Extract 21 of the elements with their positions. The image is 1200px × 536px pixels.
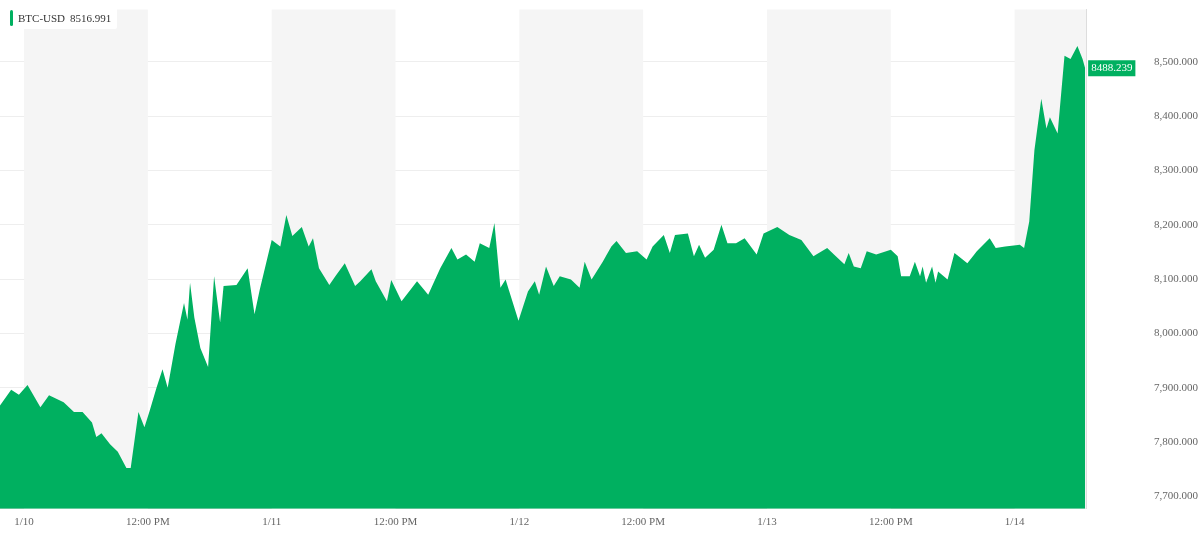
y-tick-label: 7,700.000 — [1154, 489, 1199, 502]
y-tick-label: 8,000.000 — [1154, 326, 1199, 339]
annotation: 8488.239 — [1091, 61, 1133, 74]
x-tick-label: 1/10 — [14, 515, 35, 528]
y-tick-label: 8,500.000 — [1154, 54, 1199, 67]
y-tick-label: 8,100.000 — [1154, 271, 1199, 284]
x-tick-label: 12:00 PM — [621, 515, 666, 528]
x-tick-label: 1/12 — [509, 515, 530, 528]
annotation: 8516.991 — [70, 12, 112, 24]
y-tick-label: 7,800.000 — [1154, 434, 1199, 447]
y-tick-label: 7,900.000 — [1154, 380, 1199, 393]
y-tick-label: 8,300.000 — [1154, 163, 1199, 176]
legend-label: BTC-USD — [18, 12, 66, 24]
y-tick-label: 8,200.000 — [1154, 217, 1199, 230]
x-tick-label: 1/11 — [262, 515, 282, 528]
x-tick-label: 12:00 PM — [373, 515, 418, 528]
x-tick-label: 12:00 PM — [126, 515, 170, 528]
y-tick-label: 8,400.000 — [1154, 108, 1199, 121]
x-tick-label: 1/13 — [757, 515, 778, 528]
x-tick-label: 12:00 PM — [868, 515, 913, 528]
x-tick-label: 1/14 — [1004, 515, 1025, 528]
